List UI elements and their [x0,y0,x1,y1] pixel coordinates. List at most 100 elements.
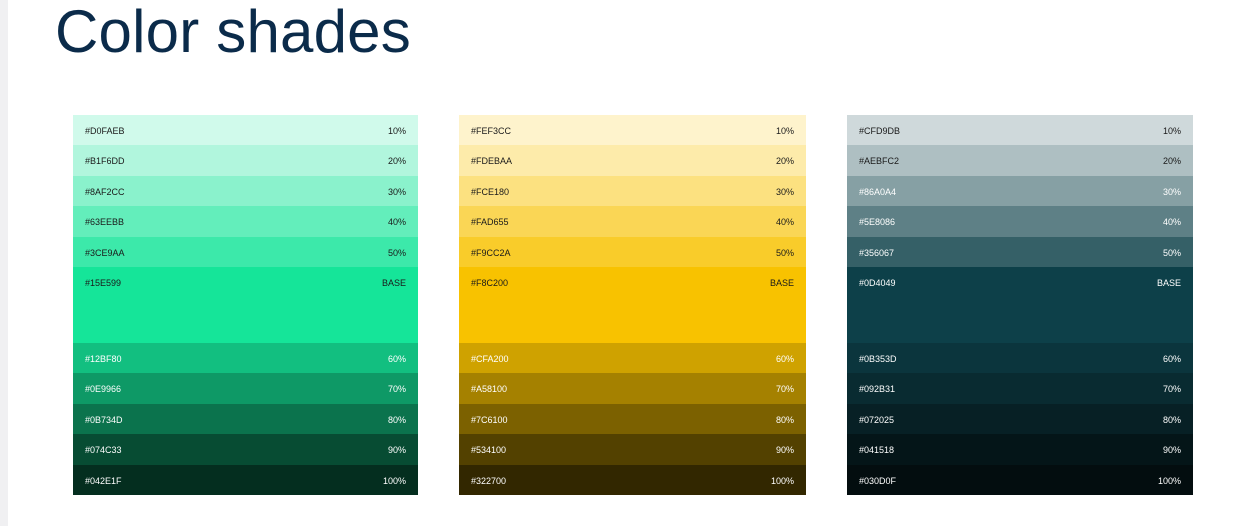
shade-swatch: #322700 100% [459,464,806,495]
shade-percent-label: 30% [775,186,794,197]
shade-swatch: #CFD9DB 10% [847,115,1193,146]
shade-hex-code: #63EEBB [85,217,125,228]
shade-swatch: #CFA200 60% [459,342,806,374]
palette-green: #D0FAEB 10% #B1F6DD 20% #8AF2CC 30% #63EEBB 40%… [73,115,418,495]
palette-teal: #CFD9DB 10% #AEBFC2 20% #86A0A4 30% #5E8086 40%… [847,115,1193,495]
shade-hex-code: #AEBFC2 [859,156,900,167]
shade-swatch: #86A0A4 30% [847,175,1193,207]
shade-percent-label: 70% [387,384,406,395]
shade-swatch: #A58100 70% [459,373,806,404]
shade-hex-code: #FDEBAA [471,156,513,167]
shade-hex-code: #074C33 [85,445,122,456]
shade-hex-code: #FAD655 [471,217,509,228]
shade-swatch: #D0FAEB 10% [73,115,418,146]
shade-swatch: #FEF3CC 10% [459,115,806,146]
shade-percent-label: 100% [382,475,406,486]
shade-percent-label: 90% [387,445,406,456]
shade-swatch-base: #0D4049 BASE [847,266,1193,343]
shade-percent-label: 70% [1162,384,1181,395]
shade-hex-code: #534100 [471,445,507,456]
shade-hex-code: #3CE9AA [85,247,125,258]
shade-percent-label: 80% [1162,414,1181,425]
shade-hex-code: #0E9966 [85,384,122,395]
shade-percent-label: 100% [770,475,794,486]
shade-swatch: #FAD655 40% [459,206,806,237]
shade-hex-code: #041518 [859,445,895,456]
shade-swatch: #030D0F 100% [847,464,1193,495]
shade-hex-code: #FCE180 [471,186,510,197]
shade-hex-code: #B1F6DD [85,156,125,167]
shade-swatch: #0B353D 60% [847,342,1193,374]
shade-hex-code: #12BF80 [85,353,122,364]
shade-hex-code: #356067 [859,247,895,258]
shade-hex-code: #F9CC2A [471,247,511,258]
shade-percent-label: 40% [775,217,794,228]
shade-percent-label: 80% [387,414,406,425]
shade-swatch: #042E1F 100% [73,464,418,495]
shade-swatch: #534100 90% [459,434,806,465]
shade-swatch: #FDEBAA 20% [459,145,806,176]
shade-hex-code: #CFA200 [471,353,509,364]
page-title: Color shades [55,0,411,65]
shade-hex-code: #0B353D [859,353,897,364]
shade-swatch: #3CE9AA 50% [73,236,418,267]
shade-swatch: #FCE180 30% [459,175,806,207]
left-edge-bar [0,0,8,526]
shade-swatch: #AEBFC2 20% [847,145,1193,176]
shade-swatch-base: #15E599 BASE [73,266,418,343]
shade-hex-code: #7C6100 [471,414,508,425]
shade-percent-label: 20% [775,156,794,167]
shade-percent-label: 20% [1162,156,1181,167]
shade-swatch: #0E9966 70% [73,373,418,404]
shade-hex-code: #0D4049 [859,277,896,288]
shade-hex-code: #042E1F [85,475,122,486]
shade-percent-label: 100% [1157,475,1181,486]
shade-percent-label: 70% [775,384,794,395]
shade-hex-code: #A58100 [471,384,508,395]
shade-percent-label: 40% [1162,217,1181,228]
palette-yellow: #FEF3CC 10% #FDEBAA 20% #FCE180 30% #FAD655 40%… [459,115,806,495]
shade-percent-label: 60% [775,353,794,364]
shade-percent-label: BASE [1156,277,1181,288]
shade-hex-code: #FEF3CC [471,126,512,136]
shade-swatch: #B1F6DD 20% [73,145,418,176]
shade-hex-code: #5E8086 [859,217,896,228]
shade-swatch: #0B734D 80% [73,403,418,435]
shade-hex-code: #CFD9DB [859,126,901,136]
shade-percent-label: 90% [775,445,794,456]
shade-swatch-base: #F8C200 BASE [459,266,806,343]
shade-percent-label: 40% [387,217,406,228]
shade-percent-label: 20% [387,156,406,167]
shade-percent-label: 30% [1162,186,1181,197]
shade-percent-label: 60% [1162,353,1181,364]
shade-swatch: #356067 50% [847,236,1193,267]
shade-percent-label: BASE [769,277,794,288]
shade-percent-label: 90% [1162,445,1181,456]
shade-hex-code: #092B31 [859,384,896,395]
shade-percent-label: 10% [387,126,406,136]
shade-swatch: #8AF2CC 30% [73,175,418,207]
shade-swatch: #12BF80 60% [73,342,418,374]
shade-percent-label: 60% [387,353,406,364]
shade-swatch: #072025 80% [847,403,1193,435]
shade-hex-code: #86A0A4 [859,186,897,197]
shade-hex-code: #15E599 [85,277,122,288]
shade-hex-code: #8AF2CC [85,186,125,197]
shade-swatch: #074C33 90% [73,434,418,465]
shade-swatch: #5E8086 40% [847,206,1193,237]
shade-swatch: #F9CC2A 50% [459,236,806,267]
shade-swatch: #63EEBB 40% [73,206,418,237]
shade-swatch: #041518 90% [847,434,1193,465]
shade-percent-label: 50% [1162,247,1181,258]
shade-swatch: #7C6100 80% [459,403,806,435]
shade-hex-code: #0B734D [85,414,123,425]
shade-swatch: #092B31 70% [847,373,1193,404]
shade-percent-label: 50% [775,247,794,258]
shade-percent-label: 80% [775,414,794,425]
shade-percent-label: 30% [387,186,406,197]
shade-hex-code: #322700 [471,475,507,486]
shade-hex-code: #D0FAEB [85,126,125,136]
shade-hex-code: #030D0F [859,475,897,486]
shade-percent-label: 10% [1162,126,1181,136]
shade-hex-code: #072025 [859,414,895,425]
